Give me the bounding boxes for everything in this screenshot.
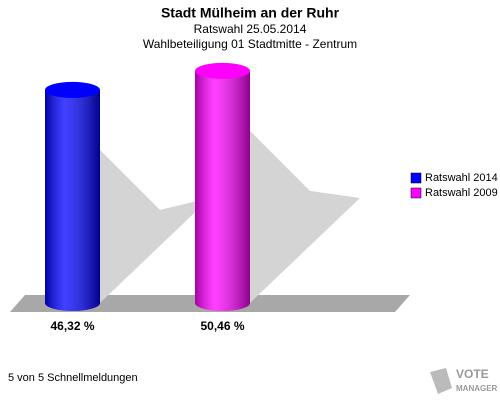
logo: VOTE MANAGER — [430, 367, 498, 394]
value-label: 50,46 % — [200, 319, 244, 333]
value-label: 46,32 % — [50, 319, 94, 333]
bar-shade — [195, 70, 250, 311]
footer: 5 von 5 Schnellmeldungen — [8, 372, 138, 384]
logo-text: MANAGER — [456, 384, 498, 393]
chart-title: Stadt Mülheim an der Ruhr — [161, 5, 340, 21]
bar-top — [45, 81, 100, 98]
legend-swatch — [410, 187, 422, 199]
logo-text: VOTE — [456, 367, 489, 381]
chart-subtitle: Wahlbeteiligung 01 Stadtmitte - Zentrum — [143, 37, 357, 51]
logo-icon — [430, 368, 452, 394]
bar-top — [195, 62, 250, 79]
bar-shadow — [100, 149, 210, 303]
legend-label: Ratswahl 2014 — [425, 172, 498, 184]
chart-subtitle: Ratswahl 25.05.2014 — [194, 22, 307, 36]
bar-shadow — [250, 130, 360, 303]
bar-shade — [45, 89, 100, 311]
legend-label: Ratswahl 2009 — [425, 187, 498, 199]
legend-swatch — [410, 172, 422, 184]
